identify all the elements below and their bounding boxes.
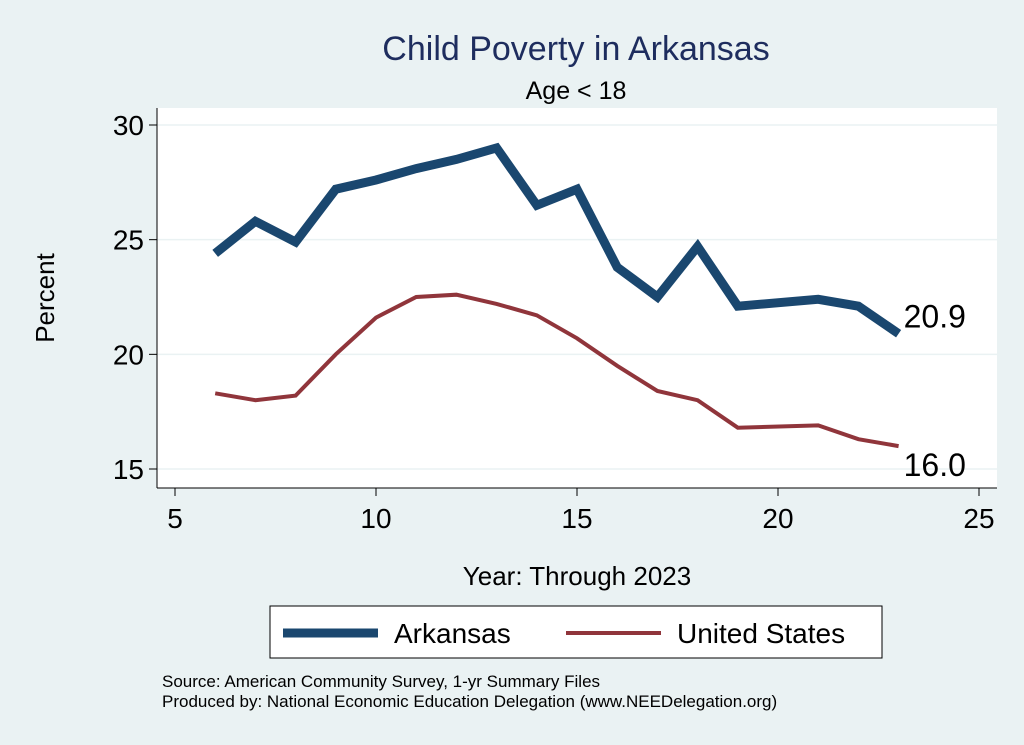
x-tick-label-25: 25 xyxy=(963,503,994,534)
x-tick-label-15: 15 xyxy=(561,503,592,534)
x-axis-ticks: 5 10 15 20 25 xyxy=(167,488,995,534)
chart-subtitle: Age < 18 xyxy=(526,77,627,105)
legend-label-arkansas: Arkansas xyxy=(394,618,511,649)
y-tick-label-20: 20 xyxy=(113,339,144,370)
x-tick-label-20: 20 xyxy=(762,503,793,534)
end-label-united-states: 16.0 xyxy=(904,447,966,483)
y-tick-label-30: 30 xyxy=(113,110,144,141)
y-axis-ticks: 15 20 25 30 xyxy=(113,110,157,485)
producer-note: Produced by: National Economic Education… xyxy=(162,692,777,711)
source-note: Source: American Community Survey, 1-yr … xyxy=(162,672,600,691)
y-tick-label-15: 15 xyxy=(113,454,144,485)
chart-title: Child Poverty in Arkansas xyxy=(382,30,769,68)
y-axis-label: Percent xyxy=(30,252,60,342)
series-line-arkansas xyxy=(212,142,902,338)
series-group: 20.9 16.0 xyxy=(212,142,966,483)
plot-area xyxy=(157,108,997,488)
y-tick-label-25: 25 xyxy=(113,225,144,256)
legend: Arkansas United States xyxy=(269,605,883,659)
x-axis-label: Year: Through 2023 xyxy=(463,561,691,591)
end-label-arkansas: 20.9 xyxy=(904,299,966,335)
x-tick-label-5: 5 xyxy=(167,503,183,534)
series-line-united-states xyxy=(214,292,899,449)
legend-label-united-states: United States xyxy=(677,618,845,649)
x-tick-label-10: 10 xyxy=(360,503,391,534)
